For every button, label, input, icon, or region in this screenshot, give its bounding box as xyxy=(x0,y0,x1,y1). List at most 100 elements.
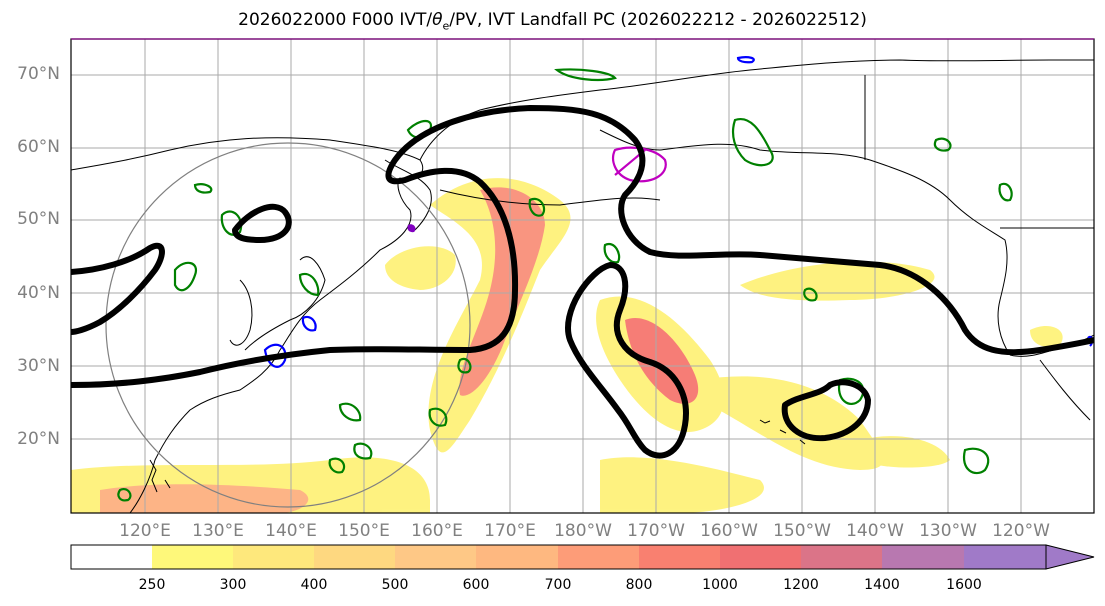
pv-contour-central xyxy=(565,262,689,459)
theta-e-contour xyxy=(193,183,213,194)
purple-dot xyxy=(407,224,416,233)
colorbar-seg xyxy=(882,545,964,569)
colorbar-tick: 1600 xyxy=(946,577,982,593)
theta-e-contour xyxy=(428,407,448,427)
ivt-band-southwest-core xyxy=(100,484,309,513)
ivt-blob-hawaii xyxy=(860,436,950,468)
pv-contour-main xyxy=(71,105,1094,388)
colorbar-seg xyxy=(639,545,720,569)
mexico-coast xyxy=(1039,359,1091,421)
lon-label: 160°E xyxy=(411,521,463,541)
lat-label: 40°N xyxy=(17,283,60,303)
lon-label: 180°W xyxy=(554,521,612,541)
theta-e-contour xyxy=(998,182,1013,202)
title-theta-sub: e xyxy=(442,19,450,33)
ivt-band-tropical xyxy=(600,457,764,513)
hawaii-islands xyxy=(759,419,806,445)
colorbar-tick: 1400 xyxy=(864,577,900,593)
colorbar-seg xyxy=(152,545,233,569)
ivt-blob-north-pacific xyxy=(385,246,456,290)
pv-contours xyxy=(71,105,1094,459)
lat-label: 30°N xyxy=(17,356,60,376)
lon-label: 120°E xyxy=(119,521,171,541)
lon-label: 170°E xyxy=(484,521,536,541)
theta-e-contour xyxy=(528,197,546,217)
lat-label: 20°N xyxy=(17,429,60,449)
lon-label: 150°W xyxy=(773,521,831,541)
colorbar-seg xyxy=(720,545,801,569)
colorbar-seg xyxy=(71,545,152,569)
map-area xyxy=(71,39,1094,513)
ivt-band-west-core xyxy=(459,187,545,396)
pv-contour-west xyxy=(71,242,165,335)
lon-label: 160°W xyxy=(700,521,758,541)
aleutians xyxy=(439,189,661,206)
map-title: 2026022000 F000 IVT/θe/PV, IVT Landfall … xyxy=(0,10,1105,32)
theta-e-contour xyxy=(117,488,132,502)
theta-e-contour xyxy=(220,210,243,236)
colorbar-arrow xyxy=(1045,544,1095,570)
colorbar-tick: 500 xyxy=(381,577,409,593)
colorbar-frame xyxy=(70,544,1047,570)
lon-label: 170°W xyxy=(627,521,685,541)
theta-e-contour xyxy=(298,272,320,297)
coast-japan xyxy=(244,256,326,351)
lat-label: 70°N xyxy=(17,64,60,84)
theta-e-contour xyxy=(803,287,818,302)
ivt-blob-ne xyxy=(1030,325,1063,347)
theta-e-contour xyxy=(353,442,373,460)
lon-label: 120°W xyxy=(992,521,1050,541)
title-tail: /PV, IVT Landfall PC (2026022212 - 20260… xyxy=(449,10,867,30)
theta-e-contours xyxy=(117,68,1013,502)
blue-contour xyxy=(263,343,287,368)
colorbar-seg xyxy=(395,545,476,569)
theta-e-contour xyxy=(338,402,362,422)
colorbar-tick: 1000 xyxy=(702,577,738,593)
blue-contour xyxy=(736,56,755,64)
ivt-band-east xyxy=(740,261,935,301)
colorbar-tick: 1200 xyxy=(783,577,819,593)
philippines xyxy=(149,459,171,493)
colorbar-seg xyxy=(476,545,558,569)
theta-e-contour xyxy=(457,357,472,374)
colorbar-seg xyxy=(314,545,395,569)
theta-e-contour xyxy=(603,242,621,264)
theta-e-contour xyxy=(554,68,617,81)
border-canada-us xyxy=(864,75,1094,229)
region-circle xyxy=(105,142,471,508)
blue-contour xyxy=(301,315,317,332)
colorbar-seg xyxy=(801,545,882,569)
coastlines xyxy=(71,59,1094,513)
lon-label: 140°W xyxy=(846,521,904,541)
theta-e-contour xyxy=(731,117,774,167)
colorbar-seg xyxy=(558,545,639,569)
coast-kamchatka xyxy=(384,159,432,231)
theta-e-contour xyxy=(173,261,198,292)
colorbar xyxy=(70,544,1095,570)
lon-label: 150°E xyxy=(338,521,390,541)
lon-label: 140°E xyxy=(265,521,317,541)
coast-gulf-alaska xyxy=(599,129,1011,356)
theta-e-contour xyxy=(837,377,865,405)
colorbar-seg xyxy=(233,545,314,569)
colorbar-tick: 600 xyxy=(462,577,490,593)
title-theta: θ xyxy=(432,10,443,30)
colorbar-tick: 250 xyxy=(138,577,166,593)
colorbar-tick: 400 xyxy=(300,577,328,593)
theta-e-contour xyxy=(933,137,952,152)
coast-korea xyxy=(229,279,253,346)
lon-label: 130°E xyxy=(192,521,244,541)
pv-contour-loop-asia xyxy=(232,203,292,243)
lat-label: 60°N xyxy=(17,137,60,157)
theta-e-contour xyxy=(328,457,346,474)
colorbar-tick: 700 xyxy=(544,577,572,593)
lon-label: 130°W xyxy=(919,521,977,541)
coast-asia xyxy=(71,137,423,513)
title-main: 2026022000 F000 IVT/ xyxy=(238,10,433,30)
colorbar-tick: 800 xyxy=(625,577,653,593)
graticule xyxy=(71,39,1094,513)
coast-alaska xyxy=(419,59,1094,161)
theta-e-contour xyxy=(962,447,990,475)
colorbar-tick: 300 xyxy=(219,577,247,593)
